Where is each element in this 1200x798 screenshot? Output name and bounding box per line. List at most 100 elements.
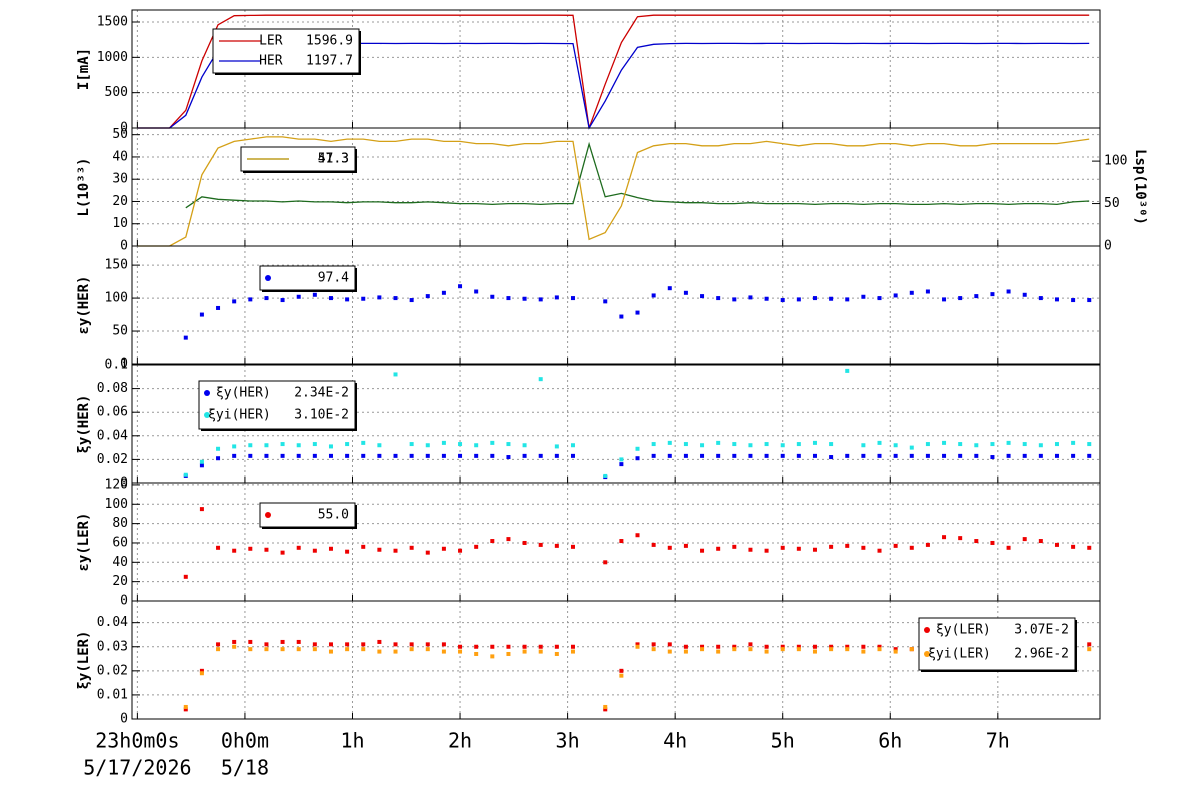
data-point (377, 639, 382, 644)
data-point (490, 539, 495, 544)
data-point (974, 443, 979, 448)
data-point (232, 548, 237, 553)
data-point (683, 453, 688, 458)
data-point (570, 644, 575, 649)
x-tick-label: 2h (448, 729, 472, 753)
y-axis-label: I[mA] (76, 48, 92, 90)
data-point (393, 649, 398, 654)
legend-box (212, 28, 360, 74)
data-point (377, 453, 382, 458)
data-point (974, 294, 979, 299)
legend-label: 57.3 (318, 152, 349, 167)
legend-swatch (924, 651, 930, 657)
y-tick-label: 0.03 (97, 639, 128, 654)
data-point (458, 649, 463, 654)
data-point (538, 649, 543, 654)
data-point (312, 292, 317, 297)
data-point (651, 453, 656, 458)
data-point (458, 644, 463, 649)
x-tick-label: 3h (556, 729, 580, 753)
data-point (441, 290, 446, 295)
data-point (1006, 289, 1011, 294)
data-point (1038, 296, 1043, 301)
data-point (861, 644, 866, 649)
plot-frame (131, 482, 1101, 602)
data-point (845, 644, 850, 649)
data-point (312, 548, 317, 553)
data-point (183, 472, 188, 477)
data-point (780, 644, 785, 649)
data-point (796, 647, 801, 652)
y-tick-label: 20 (112, 194, 128, 209)
data-point (748, 453, 753, 458)
legend-swatch (204, 412, 210, 418)
data-point (877, 647, 882, 652)
data-point (474, 644, 479, 649)
data-point (603, 704, 608, 709)
data-point (635, 446, 640, 451)
data-point (345, 549, 350, 554)
legend-swatch (204, 390, 210, 396)
data-point (893, 293, 898, 298)
data-point (280, 298, 285, 303)
data-point (925, 442, 930, 447)
data-point (716, 296, 721, 301)
data-point (764, 453, 769, 458)
data-point (619, 314, 624, 319)
data-point (183, 707, 188, 712)
data-point (603, 299, 608, 304)
data-point (716, 546, 721, 551)
data-point (312, 453, 317, 458)
data-point (683, 649, 688, 654)
legend-label: 55.0 (318, 508, 349, 523)
data-point (1006, 545, 1011, 550)
data-point (312, 642, 317, 647)
data-point (232, 639, 237, 644)
data-point (570, 443, 575, 448)
y-tick-label: 0 (120, 239, 128, 254)
data-point (619, 457, 624, 462)
data-point (893, 443, 898, 448)
data-point (522, 453, 527, 458)
data-point (667, 545, 672, 550)
data-point (232, 644, 237, 649)
x-tick-label: 7h (986, 729, 1010, 753)
data-point (619, 673, 624, 678)
legend-swatch (924, 627, 930, 633)
data-point (280, 550, 285, 555)
y-tick-label: 50 (112, 127, 128, 142)
data-point (296, 294, 301, 299)
data-point (796, 644, 801, 649)
data-point (812, 440, 817, 445)
data-point (748, 295, 753, 300)
data-point (1071, 298, 1076, 303)
y-tick-label: 40 (112, 149, 128, 164)
data-point (361, 544, 366, 549)
data-point (651, 293, 656, 298)
data-point (683, 442, 688, 447)
data-point (651, 442, 656, 447)
y-tick-label: 0.08 (97, 381, 128, 396)
data-point (1054, 297, 1059, 302)
data-point (199, 312, 204, 317)
data-point (829, 455, 834, 460)
y-axis-label: L(10³³) (76, 157, 92, 216)
data-point (441, 546, 446, 551)
x-tick-label: 23h0m0s (95, 729, 179, 753)
data-point (377, 547, 382, 552)
y2-axis-label: Lsp(10³⁰) (1132, 149, 1148, 225)
data-point (974, 539, 979, 544)
y-tick-label: 0 (120, 357, 128, 372)
data-point (409, 442, 414, 447)
data-point (1022, 537, 1027, 542)
data-point (1054, 453, 1059, 458)
data-point (393, 548, 398, 553)
data-point (925, 453, 930, 458)
y-tick-label: 40 (112, 555, 128, 570)
y-tick-label: 0 (120, 712, 128, 727)
data-point (554, 295, 559, 300)
data-point (603, 473, 608, 478)
data-point (812, 649, 817, 654)
data-point (716, 453, 721, 458)
